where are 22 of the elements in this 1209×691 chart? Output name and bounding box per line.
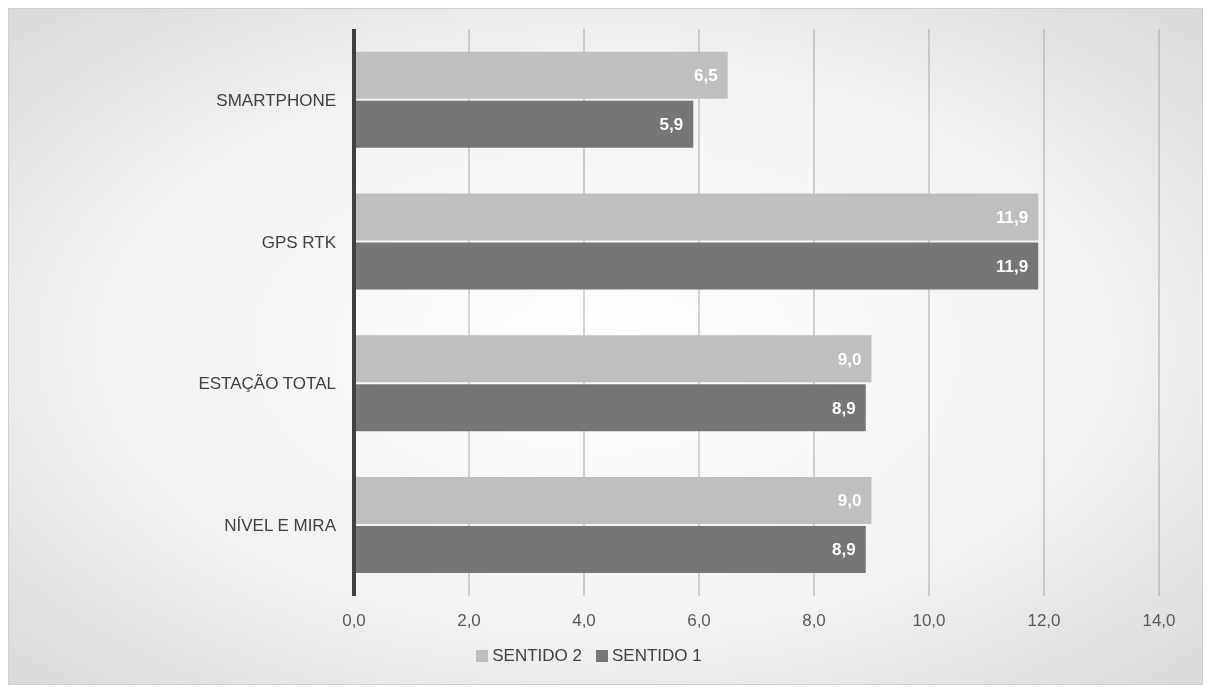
- data-label: 11,9: [996, 256, 1029, 276]
- x-tick-label: 10,0: [912, 611, 946, 631]
- y-tick-label: GPS RTK: [261, 232, 337, 252]
- x-tick-label: 0,0: [342, 611, 366, 631]
- x-tick-label: 14,0: [1142, 611, 1176, 631]
- y-tick-label: ESTAÇÃO TOTAL: [198, 374, 336, 394]
- legend-label: SENTIDO 2: [492, 646, 582, 666]
- x-tick-label: 8,0: [802, 611, 826, 631]
- data-label: 8,9: [832, 540, 856, 560]
- data-label: 9,0: [837, 491, 862, 511]
- x-tick-label: 2,0: [457, 611, 481, 631]
- y-tick-label: NÍVEL E MIRA: [224, 516, 337, 536]
- x-tick-label: 4,0: [572, 611, 596, 631]
- y-tick-label: SMARTPHONE: [216, 90, 336, 110]
- data-label: 6,5: [694, 66, 718, 86]
- x-tick-label: 6,0: [687, 611, 711, 631]
- legend-label: SENTIDO 1: [612, 646, 702, 666]
- data-label: 9,0: [837, 349, 862, 369]
- data-label: 5,9: [659, 115, 684, 135]
- data-label: 11,9: [996, 207, 1029, 227]
- x-tick-label: 12,0: [1027, 611, 1061, 631]
- data-label: 8,9: [832, 398, 856, 418]
